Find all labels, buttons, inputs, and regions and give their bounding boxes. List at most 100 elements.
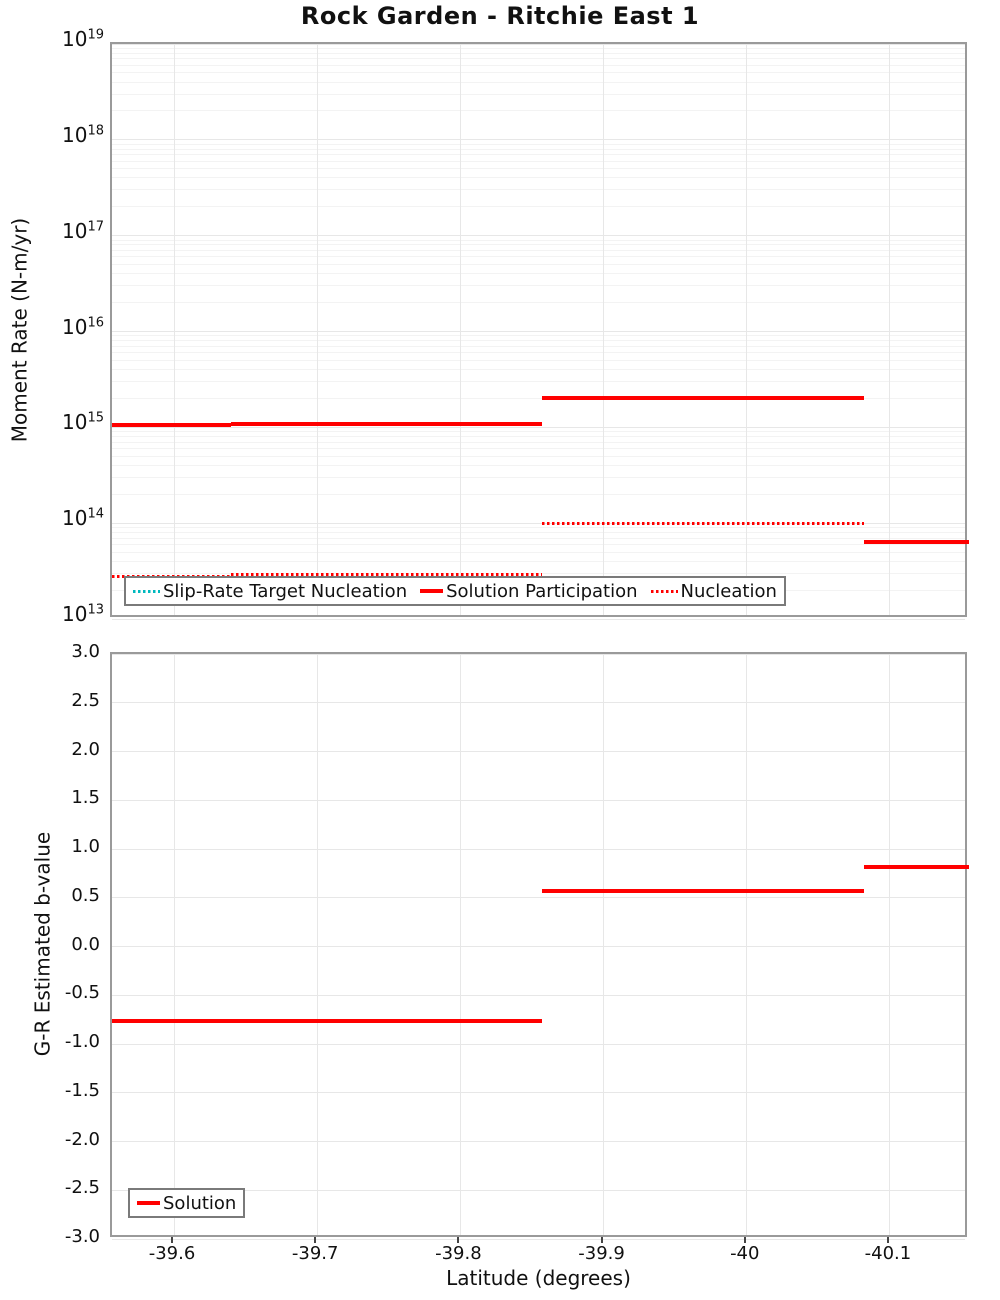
xtick-label: -39.8 <box>435 1243 482 1264</box>
series-segment-solution-participation <box>381 422 542 427</box>
minor-gridline <box>112 52 965 54</box>
major-gridline <box>112 139 965 141</box>
minor-gridline <box>112 493 965 495</box>
minor-gridline <box>112 397 965 399</box>
series-segment-solution <box>231 1018 382 1023</box>
minor-gridline <box>112 560 965 562</box>
minor-gridline <box>112 239 965 241</box>
series-segment-nucleation <box>231 573 542 577</box>
series-segment-solution <box>700 888 865 893</box>
ytick-label: 1018 <box>62 122 104 147</box>
x-gridline <box>889 44 891 615</box>
minor-gridline <box>112 369 965 371</box>
ytick-label: 1.5 <box>71 787 100 809</box>
minor-gridline <box>112 72 965 74</box>
ytick-label: 2.5 <box>71 689 100 711</box>
minor-gridline <box>112 256 965 258</box>
legend-label: Solution Participation <box>446 580 638 602</box>
ytick-label: 1017 <box>62 218 104 243</box>
ytick-exponent: 17 <box>87 219 104 234</box>
legend-item: Solution Participation <box>420 580 638 602</box>
ytick-exponent: 14 <box>87 506 104 522</box>
major-gridline <box>112 653 965 655</box>
solid-line-swatch <box>420 589 444 593</box>
ytick-label: -1.5 <box>64 1079 100 1101</box>
major-gridline <box>112 1043 965 1045</box>
x-gridline <box>459 654 461 1235</box>
minor-gridline <box>112 352 965 354</box>
moment-rate-plot <box>110 42 969 620</box>
x-tick-mark <box>457 1237 460 1243</box>
ytick-label: 1016 <box>62 314 104 339</box>
x-gridline <box>603 44 605 615</box>
minor-gridline <box>112 455 965 457</box>
x-gridline <box>889 654 891 1235</box>
minor-gridline <box>112 335 965 337</box>
major-gridline <box>112 702 965 704</box>
dotted-line-swatch <box>133 589 160 593</box>
ytick-label: -2.0 <box>64 1128 100 1150</box>
chart-title: Rock Garden - Ritchie East 1 <box>300 2 700 30</box>
x-gridline <box>316 44 318 615</box>
minor-gridline <box>112 58 965 60</box>
ytick-exponent: 18 <box>87 123 104 139</box>
ytick-label: 1013 <box>62 602 104 626</box>
legend-item: Nucleation <box>650 581 777 602</box>
major-gridline <box>112 897 965 899</box>
minor-gridline <box>112 250 965 251</box>
minor-gridline <box>112 285 965 287</box>
minor-gridline <box>112 527 965 529</box>
x-axis-label: Latitude (degrees) <box>446 1266 631 1290</box>
series-segment-solution-participation <box>864 539 969 544</box>
ytick-label: 1015 <box>62 410 104 435</box>
series-segment-solution-participation <box>231 422 382 427</box>
minor-gridline <box>112 264 965 265</box>
x-tick-mark <box>886 1237 889 1243</box>
legend-label: Solution <box>163 1192 237 1214</box>
minor-gridline <box>112 177 965 179</box>
minor-gridline <box>112 302 965 304</box>
ytick-label: 1014 <box>62 506 104 531</box>
minor-gridline <box>112 531 965 533</box>
minor-gridline <box>112 381 965 383</box>
minor-gridline <box>112 64 965 66</box>
solid-line-swatch <box>137 1201 160 1205</box>
minor-gridline <box>112 110 965 112</box>
series-segment-solution-participation <box>542 396 701 401</box>
minor-gridline <box>112 93 965 95</box>
minor-gridline <box>112 537 965 539</box>
ytick-exponent: 19 <box>87 27 104 43</box>
major-gridline <box>112 994 965 996</box>
major-gridline <box>112 946 965 947</box>
minor-gridline <box>112 476 965 478</box>
legend-label: Slip-Rate Target Nucleation <box>163 580 408 602</box>
major-gridline <box>112 522 965 524</box>
x-tick-mark <box>171 1237 173 1243</box>
x-tick-mark <box>314 1237 317 1243</box>
minor-gridline <box>112 273 965 275</box>
series-segment-solution-participation <box>112 423 232 428</box>
major-gridline <box>112 331 965 332</box>
major-gridline <box>112 618 965 620</box>
x-tick-mark <box>600 1237 603 1243</box>
minor-gridline <box>112 206 965 208</box>
minor-gridline <box>112 431 965 433</box>
x-gridline <box>603 654 605 1235</box>
major-gridline <box>112 1189 965 1191</box>
major-gridline <box>112 1141 965 1142</box>
minor-gridline <box>112 154 965 156</box>
series-segment-solution <box>112 1018 232 1023</box>
series-segment-solution <box>864 864 969 869</box>
minor-gridline <box>112 160 965 162</box>
b-value-plot <box>110 652 969 1240</box>
legend-item: Slip-Rate Target Nucleation <box>133 581 407 602</box>
series-segment-solution-participation <box>700 396 865 401</box>
ytick-label: 1019 <box>62 27 104 51</box>
dotted-line-swatch <box>650 589 678 593</box>
x-gridline <box>746 654 748 1235</box>
major-gridline <box>112 235 965 237</box>
b-value-legend: Solution <box>128 1188 246 1218</box>
ytick-label: -3.0 <box>64 1226 100 1247</box>
major-gridline <box>112 848 965 850</box>
